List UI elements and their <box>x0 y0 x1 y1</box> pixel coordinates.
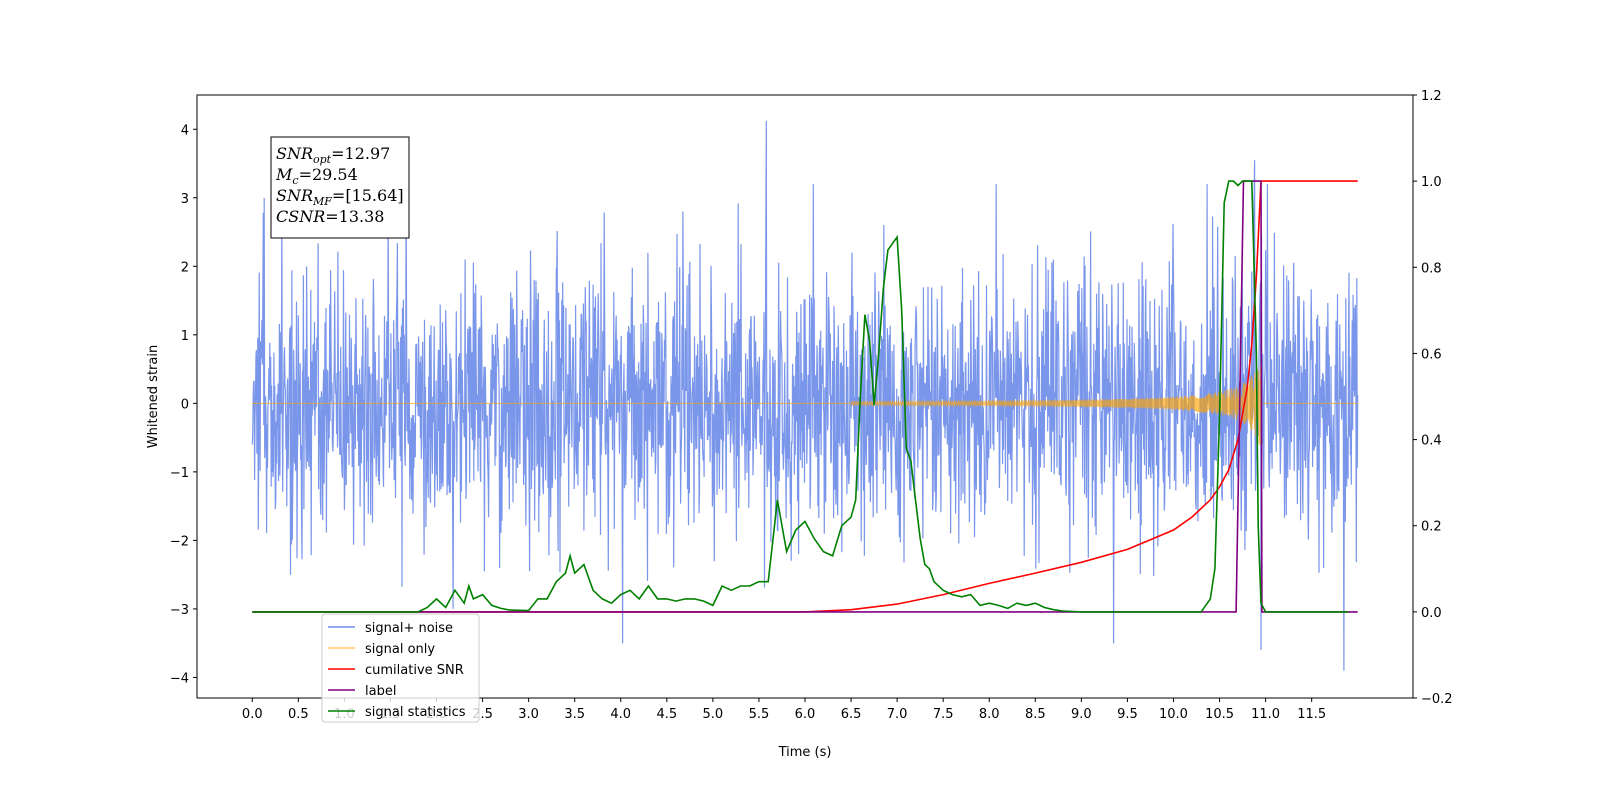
y-tick-label: 0 <box>181 397 189 412</box>
x-tick-label: 9.5 <box>1117 707 1138 722</box>
y-tick-label: 3 <box>181 192 189 207</box>
x-tick-label: 7.0 <box>887 707 908 722</box>
y2-tick-label: 1.0 <box>1421 175 1442 190</box>
annotation-symbol: SNR <box>276 186 313 205</box>
legend-label: signal+ noise <box>365 621 453 636</box>
x-tick-label: 6.0 <box>795 707 816 722</box>
annotation-symbol: CSNR <box>276 207 325 226</box>
annotation-symbol: M <box>275 165 293 184</box>
x-tick-label: 4.5 <box>656 707 677 722</box>
x-tick-label: 11.5 <box>1297 707 1326 722</box>
annotation-symbol: SNR <box>276 144 313 163</box>
x-tick-label: 8.0 <box>979 707 1000 722</box>
annotation-value: =12.97 <box>331 144 390 163</box>
y2-tick-label: 0.8 <box>1421 261 1442 276</box>
x-tick-label: 7.5 <box>933 707 954 722</box>
legend-label: label <box>365 684 396 699</box>
legend-label: signal statistics <box>365 705 466 720</box>
x-axis-label: Time (s) <box>778 745 832 760</box>
annotation-line: Mc=29.54 <box>275 165 358 187</box>
x-tick-label: 5.5 <box>749 707 770 722</box>
annotation-value: =29.54 <box>299 165 358 184</box>
y2-tick-label: 0.6 <box>1421 347 1442 362</box>
series-cumulative-snr <box>252 180 1358 613</box>
annotation-frame <box>270 136 410 239</box>
legend: signal+ noise signal only cumilative SNR la… <box>321 613 480 723</box>
x-tick-label: 11.0 <box>1251 707 1280 722</box>
x-tick-label: 9.0 <box>1071 707 1092 722</box>
y-tick-label: −4 <box>170 671 189 686</box>
legend-label: cumilative SNR <box>365 663 464 678</box>
y-tick-label: −3 <box>170 603 189 618</box>
annotation-value: =[15.64] <box>332 186 404 205</box>
annotation-line: SNRMF=[15.64] <box>276 186 404 208</box>
x-tick-label: 3.0 <box>518 707 539 722</box>
annotation-subscript: opt <box>313 153 332 166</box>
annotation-value: =13.38 <box>325 207 384 226</box>
x-tick-label: 8.5 <box>1025 707 1046 722</box>
y-tick-label: 4 <box>181 123 189 138</box>
x-tick-label: 0.5 <box>288 707 309 722</box>
annotation-subscript: c <box>292 174 298 187</box>
series-signal-statistics <box>252 180 1349 613</box>
x-tick-label: 5.0 <box>703 707 724 722</box>
annotation-subscript: MF <box>312 195 332 208</box>
x-tick-label: 6.5 <box>841 707 862 722</box>
series-signal-only <box>252 365 1358 446</box>
y2-tick-label: −0.2 <box>1421 692 1453 707</box>
legend-label: signal only <box>365 642 435 657</box>
y-tick-label: 2 <box>181 260 189 275</box>
y2-tick-label: 0.2 <box>1421 520 1442 535</box>
y-tick-label: −2 <box>170 534 189 549</box>
series-layer <box>251 120 1359 671</box>
y2-tick-label: 1.2 <box>1421 89 1442 104</box>
x-tick-label: 10.5 <box>1205 707 1234 722</box>
x-tick-label: 0.0 <box>242 707 263 722</box>
y-tick-label: −1 <box>170 466 189 481</box>
series-signal-noise <box>251 120 1359 671</box>
legend-frame <box>321 613 480 723</box>
y-tick-label: 1 <box>181 329 189 344</box>
y2-tick-label: 0.4 <box>1421 434 1442 449</box>
x-tick-label: 10.0 <box>1159 707 1188 722</box>
x-tick-label: 3.5 <box>564 707 585 722</box>
x-tick-label: 4.0 <box>610 707 631 722</box>
stats-annotation-box: SNRopt=12.97Mc=29.54SNRMF=[15.64]CSNR=13… <box>270 136 410 239</box>
y-axis-label: Whitened strain <box>146 345 161 448</box>
annotation-line: CSNR=13.38 <box>276 207 384 226</box>
annotation-line: SNRopt=12.97 <box>276 144 390 166</box>
y2-tick-label: 0.0 <box>1421 606 1442 621</box>
